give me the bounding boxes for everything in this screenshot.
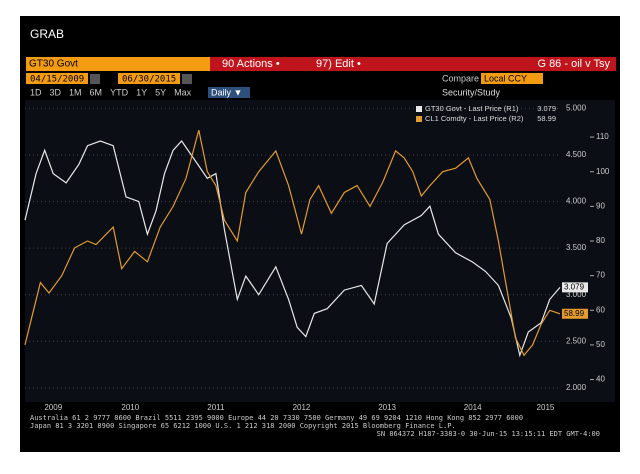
x-tick-label: 2011 [207,403,225,412]
study-button[interactable]: Security/Study [442,87,501,97]
edit-menu[interactable]: 97) Edit • [316,58,361,70]
legend-value: 3.079 [537,104,556,113]
last-price-label: 3.079 [564,282,585,291]
y2-tick-label: 80 [596,236,605,245]
y-tick-label: 3.000 [566,290,587,299]
x-tick-label: 2015 [537,403,555,412]
legend-swatch [416,116,422,122]
footer-line: SN 864372 H187-3383-0 30-Jun-15 13:15:11… [377,430,600,438]
calendar-button[interactable] [182,74,192,84]
frequency-field[interactable] [208,87,250,98]
y2-tick-label: 50 [596,340,605,349]
y-tick-label: 2.500 [566,336,587,345]
x-tick-label: 2013 [378,403,396,412]
start-date: 04/15/2009 [30,75,84,85]
compare-label: Compare [442,73,479,83]
y-tick-label: 3.500 [566,243,587,252]
currency: Local CCY [484,73,527,83]
range-button[interactable]: 1M [69,87,82,97]
x-tick-label: 2009 [44,403,62,412]
y2-tick-label: 60 [596,305,605,314]
x-tick-label: 2014 [464,403,482,412]
footer-line: Australia 61 2 9777 8600 Brazil 5511 239… [30,414,523,422]
series-line [24,140,561,358]
ticker: GT30 Govt [29,59,78,70]
range-button[interactable]: 6M [90,87,103,97]
x-tick-label: 2012 [293,403,311,412]
end-date: 06/30/2015 [122,75,176,85]
range-buttons: 1D 3D 1M 6M YTD 1Y 5Y Max [30,87,192,97]
end-date-field[interactable] [118,73,180,84]
range-button[interactable]: YTD [110,87,129,97]
series-line [24,129,561,357]
page-title: G 86 - oil v Tsy [537,58,610,70]
window-title: GRAB [30,27,64,41]
x-tick-label: 2010 [121,403,139,412]
menu-bar [210,57,616,71]
plot-background [25,100,615,402]
range-button[interactable]: 1D [30,87,42,97]
start-date-field[interactable] [26,73,88,84]
y2-tick-label: 90 [596,201,605,210]
range-button[interactable]: 3D [50,87,62,97]
last-price-tag [562,308,588,319]
y2-tick-label: 40 [596,375,605,384]
actions-menu[interactable]: 90 Actions • [222,58,280,70]
last-price-tag [562,282,588,293]
last-price-label: 58.99 [564,309,585,318]
calendar-button[interactable] [90,74,100,84]
footer-line: Japan 81 3 3201 8900 Singapore 65 6212 1… [30,422,456,430]
y-tick-label: 2.000 [566,383,587,392]
range-button[interactable]: Max [174,87,192,97]
ticker-field[interactable] [26,57,210,71]
range-button[interactable]: 5Y [155,87,166,97]
range-button[interactable]: 1Y [136,87,147,97]
footer: Australia 61 2 9777 8600 Brazil 5511 239… [30,414,600,438]
y-tick-label: 4.500 [566,150,587,159]
legend-entry: CL1 Comdty - Last Price (R2) [425,114,524,123]
y-tick-label: 5.000 [566,103,587,112]
plot: 2.000 2.500 3.000 3.500 4.000 4.500 5.000 40 50 6… [24,103,610,412]
legend-value: 58.99 [537,114,556,123]
legend-entry: GT30 Govt - Last Price (R1) [425,104,519,113]
y-tick-label: 4.000 [566,197,587,206]
y2-tick-label: 70 [596,271,605,280]
currency-field[interactable] [481,73,543,84]
y2-tick-label: 100 [596,167,610,176]
y2-tick-label: 110 [596,132,609,141]
legend-swatch [416,106,422,112]
frequency: Daily ▼ [211,87,242,97]
